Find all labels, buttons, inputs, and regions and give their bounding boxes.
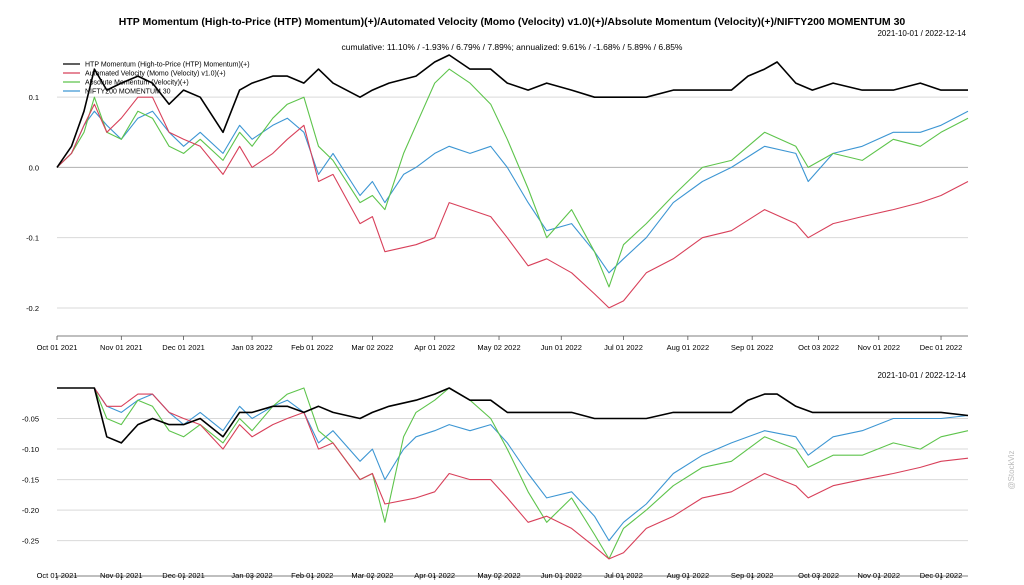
drawdown-panel: -0.05 -0.10 -0.15 -0.20 -0.25 Oct 01 2021 Nov … [22, 387, 969, 580]
y-tick-label: -0.2 [26, 304, 39, 313]
y-tick-label: -0.25 [22, 537, 39, 546]
x-tick-label: Dec 01 2022 [920, 571, 963, 580]
series-line-1 [57, 387, 969, 444]
watermark: @StockViz [1007, 450, 1016, 489]
x-tick-label: Feb 01 2022 [291, 343, 333, 352]
x-tick-label: Aug 01 2022 [667, 343, 710, 352]
x-tick-label: Apr 01 2022 [414, 343, 455, 352]
x-tick-label: Dec 01 2021 [162, 343, 205, 352]
y-tick-label: -0.10 [22, 445, 39, 454]
series-line-4 [56, 110, 969, 274]
x-tick-label: Nov 01 2021 [100, 571, 143, 580]
x-tick-label: May 02 2022 [477, 571, 520, 580]
date-range-bottom: 2021-10-01 / 2022-12-14 [877, 371, 966, 380]
x-tick-label: Jun 01 2022 [541, 343, 582, 352]
series-line-3 [57, 387, 969, 560]
legend-label: Absolute Momentum (Velocity)(+) [85, 80, 189, 87]
chart-subtitle: cumulative: 11.10% / -1.93% / 6.79% / 7.… [342, 42, 683, 52]
x-tick-label: Dec 01 2021 [162, 571, 205, 580]
series-line-3 [56, 68, 969, 288]
series-line-2 [56, 96, 969, 309]
x-tick-label: Oct 03 2022 [798, 571, 839, 580]
series-line-1 [56, 54, 968, 168]
y-tick-label: -0.20 [22, 506, 39, 515]
x-tick-label: Nov 01 2021 [100, 343, 143, 352]
x-tick-label: Nov 01 2022 [857, 571, 900, 580]
x-tick-label: Jul 01 2022 [604, 343, 643, 352]
series-line-4 [57, 387, 969, 542]
legend-label: HTP Momentum (High-to-Price (HTP) Moment… [85, 62, 250, 69]
x-tick-label: Apr 01 2022 [414, 571, 455, 580]
chart-title: HTP Momentum (High-to-Price (HTP) Moment… [119, 16, 906, 28]
x-tick-label: Sep 01 2022 [731, 343, 774, 352]
date-range-top: 2021-10-01 / 2022-12-14 [877, 29, 966, 38]
x-tick-label: Dec 01 2022 [920, 343, 963, 352]
y-tick-label: 0.1 [29, 93, 39, 102]
legend-label: Automated Velocity (Momo (Velocity) v1.0… [85, 71, 226, 78]
x-tick-label: Aug 01 2022 [667, 571, 710, 580]
y-tick-label: -0.05 [22, 415, 39, 424]
legend: HTP Momentum (High-to-Price (HTP) Moment… [63, 62, 250, 96]
x-tick-label: Mar 02 2022 [351, 571, 393, 580]
x-tick-label: Sep 01 2022 [731, 571, 774, 580]
cumulative-returns-panel: 0.1 0.0 -0.1 -0.2 Oct 01 2021 Nov 01 2021 Dec … [26, 54, 969, 352]
x-tick-label: May 02 2022 [477, 343, 520, 352]
x-tick-label: Jul 01 2022 [604, 571, 643, 580]
y-tick-label: -0.1 [26, 234, 39, 243]
x-tick-label: Jun 01 2022 [541, 571, 582, 580]
x-tick-label: Oct 01 2021 [37, 343, 78, 352]
y-tick-label: 0.0 [29, 163, 39, 172]
legend-label: NIFTY200 MOMENTUM 30 [85, 89, 171, 96]
series-line-2 [57, 387, 969, 560]
x-tick-label: Nov 01 2022 [857, 343, 900, 352]
x-tick-label: Jan 03 2022 [231, 343, 272, 352]
y-tick-label: -0.15 [22, 476, 39, 485]
x-tick-label: Oct 03 2022 [798, 343, 839, 352]
x-tick-label: Mar 02 2022 [351, 343, 393, 352]
x-tick-label: Jan 03 2022 [231, 571, 272, 580]
x-tick-label: Oct 01 2021 [37, 571, 78, 580]
x-tick-label: Feb 01 2022 [291, 571, 333, 580]
